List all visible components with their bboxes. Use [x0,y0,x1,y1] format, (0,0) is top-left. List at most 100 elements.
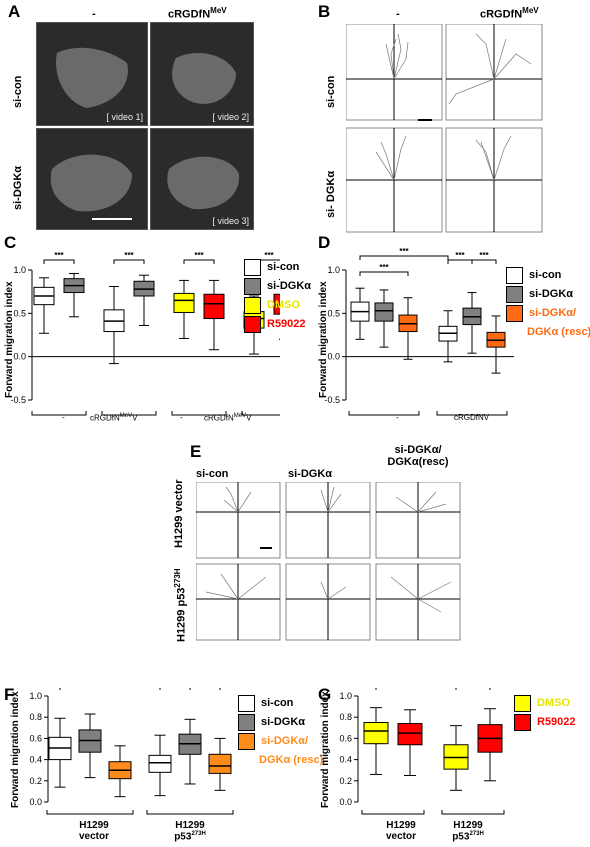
y-tick-label: 1.0 [13,265,26,275]
box [203,293,225,320]
group-bracket [441,810,505,815]
panel-c-letter: C [4,233,17,252]
legend-d: si-con si-DGKα si-DGKα/ DGKα (resc) [506,266,590,342]
y-tick-label: 0.0 [13,352,26,362]
y-tick-label: 0.4 [29,755,42,765]
panel-b-row2: si- DGKα [325,170,337,218]
micrograph-a4: [ video 3] [150,128,254,230]
panel-c-group2: cRGDfNMeVV [90,413,138,423]
legend-c-item: si-con [244,258,311,277]
y-tick-label: -0.5 [324,395,340,405]
panel-c-group4: cRGDfNMeVV [204,413,252,423]
legend-g-item: DMSO [514,694,576,713]
legend-c-item: R59022 [244,315,311,334]
panel-a-row2: si-DGKα [12,165,24,210]
sig-label: *** [54,251,64,260]
sig-bracket [455,688,491,690]
sig-bracket [113,259,145,264]
y-tick-label: 0.5 [327,308,340,318]
micrograph-a2: [ video 2] [150,22,254,126]
y-tick-label: 0.0 [29,797,42,807]
group-bracket [171,411,227,416]
y-tick-label: 0.5 [13,308,26,318]
panel-a-letter: A [8,2,21,21]
box-chart-g: 1.00.80.60.40.20.0****** [339,688,505,815]
panel-d-group2: cRGDfNV [454,413,490,422]
sig-bracket [183,259,215,264]
sig-bracket [471,259,497,264]
legend-d-item: si-DGKα/ [506,304,590,323]
sig-bracket [359,255,449,260]
panel-e-letter: E [190,442,202,461]
sig-label: *** [194,251,204,260]
group-bracket [241,411,280,416]
group-bracket [348,411,420,416]
sig-label: *** [124,251,134,260]
panel-g-group2: H1299 p53273H [452,820,484,843]
sig-label: *** [479,251,489,260]
panel-e-col2: si-DGKα [288,468,333,480]
micrograph-a1: [ video 1] [36,22,148,126]
legend-g-item: R59022 [514,713,576,732]
sig-label: *** [399,247,409,256]
legend-d-item: si-DGKα [506,285,590,304]
panel-d-group1: - [396,413,399,422]
panel-f-group1: H1299 vector [78,820,109,842]
sig-bracket [189,688,221,690]
legend-c: si-con si-DGKα DMSO R59022 [244,258,311,334]
panel-a-col1: - [92,8,96,20]
panel-e-row2: H1299 p53273H [173,568,188,642]
panel-f-letter: F [4,685,15,704]
y-tick-label: 0.8 [29,712,42,722]
sig-bracket [359,271,409,276]
legend-d-item: si-con [506,266,590,285]
y-tick-label: 0.8 [339,712,352,722]
group-bracket [46,810,134,815]
y-tick-label: 1.0 [29,691,42,701]
legend-f-item: si-con [238,694,323,713]
legend-f: si-con si-DGKα si-DGKα/ DGKα (resc) [238,694,323,770]
box [173,292,195,313]
sig-label: *** [379,263,389,272]
micrograph-a3 [36,128,148,230]
y-tick-label: -0.5 [10,395,26,405]
legend-f-item: si-DGKα/ [238,732,323,751]
y-tick-label: 0.4 [339,755,352,765]
y-tick-label: 0.0 [327,352,340,362]
box-chart-c: 1.0 0.5 0.0 -0.5 *** *** *** *** [10,251,280,416]
panel-b-col2: cRGDfNMeV [480,6,539,21]
panel-b-row1: si-con [325,75,337,108]
panel-c-group1: - [62,413,65,422]
panel-b-col1: - [396,8,400,20]
panel-e-row1: H1299 vector [173,479,185,549]
box [374,302,394,322]
sig-label: *** [264,251,274,260]
panel-f-group2: H1299 p53273H [174,820,206,843]
y-tick-label: 0.2 [339,776,352,786]
y-tick-label: 0.6 [339,733,352,743]
legend-d-item: DGKα (resc) [527,326,590,338]
sig-bracket [43,259,75,264]
panel-a-col2: cRGDfNMeV [168,6,227,21]
y-tick-label: 0.0 [339,797,352,807]
box [208,753,232,774]
box [363,722,389,745]
track-plots-b [346,24,543,233]
group-bracket [101,411,157,416]
box [397,723,423,746]
panel-a-row1: si-con [12,75,24,108]
panel-e-col3: si-DGKα/DGKα(resc) [387,444,449,468]
sig-bracket [59,688,161,690]
group-bracket [361,810,425,815]
panel-e-col1: si-con [196,468,229,480]
legend-c-item: si-DGKα [244,277,311,296]
sig-bracket [447,259,473,264]
legend-c-item: DMSO [244,296,311,315]
panel-c-group3: - [180,413,183,422]
track-plots-e [196,482,461,641]
box [148,754,172,773]
group-bracket [31,411,87,416]
legend-f-item: DGKα (resc) [259,754,324,766]
panel-b-letter: B [318,2,331,21]
panel-g-group1: H1299 vector [385,820,416,842]
